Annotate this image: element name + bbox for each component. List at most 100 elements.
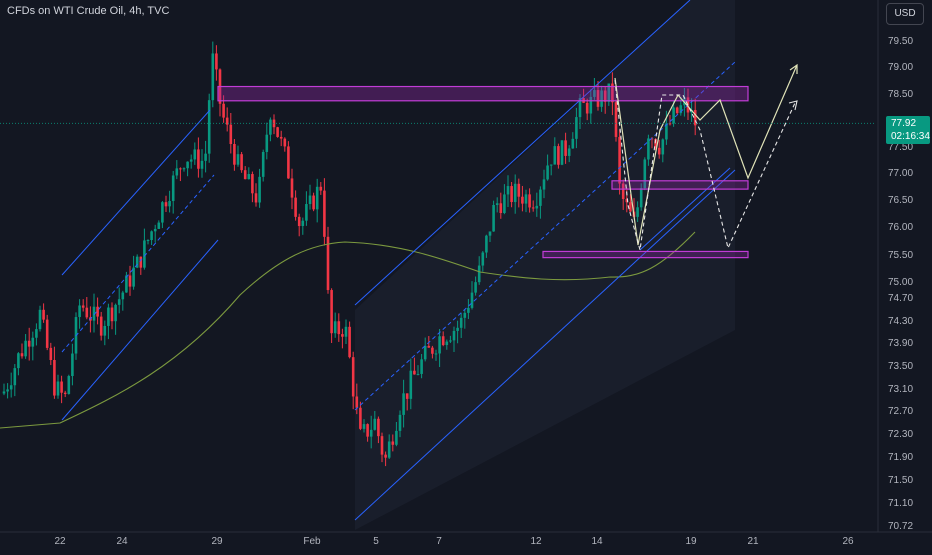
currency-button[interactable]: USD	[886, 3, 924, 25]
candle-body	[369, 429, 373, 437]
candle-body	[121, 292, 125, 300]
candle-body	[17, 353, 20, 369]
price-tick-label: 72.30	[888, 429, 913, 440]
candle-body	[621, 183, 625, 200]
time-tick-label: 29	[211, 536, 223, 547]
candle-body	[92, 306, 96, 321]
candle-body	[600, 90, 603, 107]
candle-body	[456, 327, 459, 331]
candle-body	[251, 174, 254, 194]
candle-body	[618, 136, 621, 184]
candle-body	[261, 151, 265, 177]
candle-body	[240, 154, 243, 171]
candle-body	[99, 316, 103, 336]
time-tick-label: 5	[373, 536, 379, 547]
support-zone	[611, 180, 749, 190]
channel-2-mid	[354, 61, 736, 411]
candle-body	[463, 312, 467, 318]
candle-body	[243, 170, 247, 180]
candle-body	[200, 160, 204, 169]
candle-body	[557, 146, 560, 165]
candle-body	[477, 265, 481, 283]
candle-body	[531, 207, 535, 209]
candle-body	[333, 321, 337, 334]
price-tick-label: 76.50	[888, 195, 913, 206]
candle-body	[150, 231, 153, 241]
candle-body	[517, 183, 521, 197]
candle-body	[135, 256, 139, 268]
candle-body	[171, 175, 175, 202]
candle-body	[305, 204, 308, 221]
channel-1-mid	[61, 174, 215, 353]
candle-body	[423, 345, 427, 360]
candle-body	[575, 117, 578, 139]
candle-body	[611, 83, 614, 103]
time-tick-label: 7	[436, 536, 442, 547]
candle-body	[204, 153, 207, 161]
price-tick-label: 77.00	[888, 168, 913, 179]
price-tick-label: 74.30	[888, 316, 913, 327]
candle-body	[510, 186, 513, 203]
candle-body	[38, 309, 42, 330]
candle-body	[283, 138, 287, 147]
candle-body	[308, 195, 312, 205]
candle-body	[49, 347, 53, 361]
last-price-value: 77.92	[891, 118, 917, 129]
candle-body	[276, 127, 279, 137]
candle-body	[434, 353, 438, 355]
candle-body	[384, 454, 387, 458]
candle-body	[229, 124, 233, 145]
candle-body	[650, 138, 654, 140]
candle-body	[56, 381, 60, 396]
resistance-zone	[217, 85, 749, 102]
candle-body	[351, 357, 355, 397]
candle-body	[366, 424, 369, 437]
candle-body	[603, 90, 607, 102]
candle-body	[272, 119, 276, 128]
candle-body	[344, 326, 348, 337]
candle-body	[506, 186, 510, 195]
candle-body	[409, 370, 413, 399]
candle-body	[492, 204, 495, 232]
candle-body	[528, 194, 531, 208]
candle-body	[427, 345, 431, 348]
price-tick-label: 79.00	[888, 62, 913, 73]
moving-average-line	[0, 231, 696, 429]
candle-body	[395, 430, 398, 445]
candle-body	[629, 202, 632, 212]
candle-body	[103, 325, 107, 336]
candle-body	[153, 228, 157, 232]
candle-body	[20, 353, 24, 357]
candle-body	[542, 179, 546, 190]
candle-body	[294, 197, 297, 217]
candle-body	[675, 107, 679, 114]
candle-body	[668, 123, 672, 125]
candle-body	[63, 392, 67, 394]
candle-body	[549, 164, 553, 166]
candle-body	[27, 340, 31, 347]
candle-body	[513, 183, 517, 203]
candle-body	[441, 336, 445, 346]
candle-body	[459, 317, 463, 328]
candle-body	[449, 340, 452, 342]
candle-body	[287, 146, 290, 179]
candle-body	[535, 205, 539, 209]
candle-body	[297, 216, 301, 227]
time-tick-label: 12	[530, 536, 542, 547]
price-tick-label: 76.00	[888, 222, 913, 233]
price-tick-label: 70.72	[888, 521, 913, 532]
candle-body	[315, 186, 319, 210]
candle-body	[45, 319, 49, 348]
candle-body	[233, 144, 236, 165]
candle-body	[481, 252, 485, 266]
candle-body	[236, 154, 240, 165]
candle-body	[593, 90, 596, 97]
candle-body	[85, 307, 89, 318]
price-tick-label: 78.50	[888, 89, 913, 100]
candle-body	[654, 139, 657, 148]
time-tick-label: 22	[54, 536, 66, 547]
candle-body	[254, 193, 258, 203]
candle-body	[661, 139, 665, 155]
